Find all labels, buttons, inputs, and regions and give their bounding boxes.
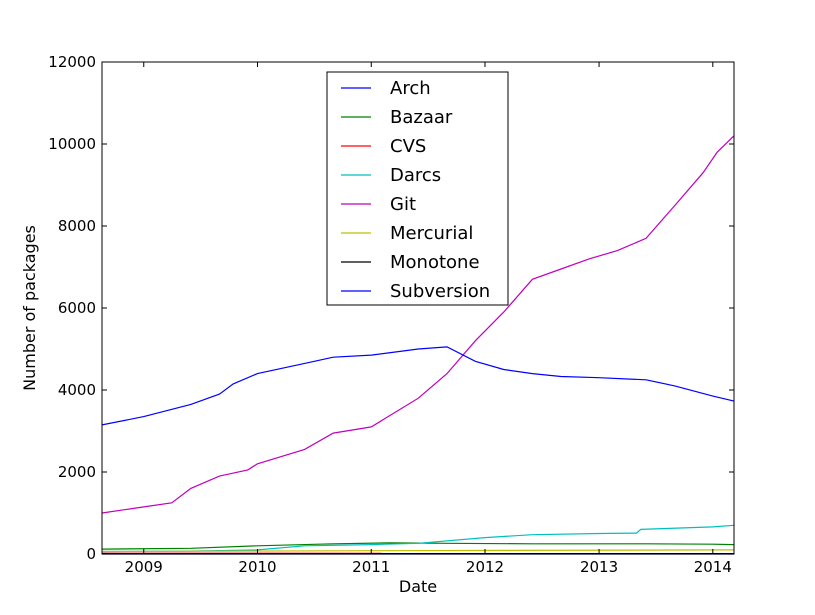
y-tick-label: 2000	[58, 463, 96, 481]
series-line-subversion	[101, 346, 735, 426]
series-line-mercurial	[101, 549, 735, 553]
legend-label-bazaar: Bazaar	[390, 107, 453, 128]
y-axis-title: Number of packages	[20, 225, 39, 391]
y-tick-label: 12000	[48, 53, 96, 71]
x-tick-label: 2010	[238, 558, 276, 576]
ticks-layer: 2009 2010 2011 2012 2013 2014 0 2000 4000 6000 800…	[48, 53, 734, 576]
legend-label-monotone: Monotone	[390, 252, 480, 273]
x-tick-label: 2012	[466, 558, 504, 576]
y-tick-label: 0	[86, 545, 96, 563]
y-tick-label: 10000	[48, 135, 96, 153]
legend: Arch Bazaar CVS Darcs Git Mercurial Monotone Su…	[326, 71, 509, 306]
x-tick-label: 2009	[125, 558, 163, 576]
legend-label-subversion: Subversion	[390, 281, 490, 302]
x-tick-label: 2011	[352, 558, 390, 576]
legend-frame	[326, 71, 509, 306]
x-axis-title: Date	[399, 577, 437, 596]
x-tick-label: 2014	[694, 558, 732, 576]
legend-label-darcs: Darcs	[390, 165, 441, 186]
x-tick-label: 2013	[580, 558, 618, 576]
y-tick-label: 8000	[58, 217, 96, 235]
y-tick-label: 4000	[58, 381, 96, 399]
legend-label-git: Git	[390, 194, 416, 215]
legend-label-arch: Arch	[390, 78, 431, 99]
y-tick-label: 6000	[58, 299, 96, 317]
legend-label-cvs: CVS	[390, 136, 426, 157]
legend-label-mercurial: Mercurial	[390, 223, 473, 244]
series-line-git	[101, 135, 735, 514]
